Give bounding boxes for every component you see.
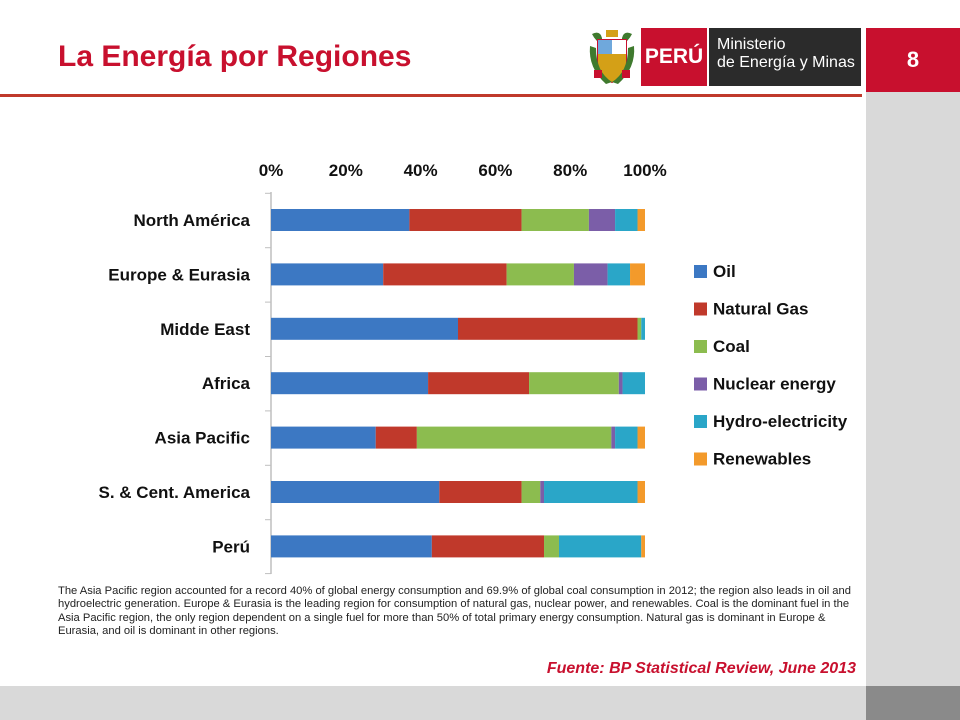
- bar-segment: [521, 481, 541, 503]
- legend-label: Renewables: [713, 450, 811, 469]
- bar-segment: [573, 263, 608, 286]
- bar-segment: [540, 481, 545, 503]
- bar-segment: [630, 263, 645, 286]
- bar-segment: [544, 481, 638, 503]
- legend-label: Nuclear energy: [713, 375, 836, 394]
- bar-segment: [271, 372, 429, 395]
- page-title: La Energía por Regiones: [58, 40, 412, 73]
- brand-country-badge: PERÚ: [641, 28, 707, 86]
- bar-segment: [271, 535, 432, 558]
- bar-segment: [416, 426, 612, 449]
- legend-swatch: [694, 265, 707, 278]
- bar-segment: [428, 372, 530, 395]
- page-number: 8: [866, 28, 960, 92]
- bar-segment: [375, 426, 417, 449]
- bar-segment: [637, 426, 645, 449]
- peru-coat-of-arms-icon: [589, 30, 635, 84]
- bar-segment: [558, 535, 642, 558]
- bar-segment: [637, 209, 645, 231]
- bar-segment: [607, 263, 631, 286]
- bar-segment: [611, 426, 616, 449]
- bar-segment: [271, 263, 384, 286]
- bar-segment: [637, 317, 642, 340]
- bar-segment: [271, 317, 458, 340]
- category-label: Africa: [202, 374, 251, 393]
- bottom-right-decor: [866, 686, 960, 720]
- right-decor-panel: [866, 92, 960, 686]
- brand-ministry-badge: Ministerio de Energía y Minas: [709, 28, 861, 86]
- x-tick-label: 80%: [553, 161, 587, 180]
- legend-label: Natural Gas: [713, 300, 808, 319]
- bar-segment: [544, 535, 559, 558]
- bar-segment: [458, 317, 638, 340]
- x-tick-label: 60%: [478, 161, 512, 180]
- source-citation: Fuente: BP Statistical Review, June 2013: [546, 660, 856, 677]
- legend-label: Hydro-electricity: [713, 412, 848, 431]
- bar-segment: [431, 535, 545, 558]
- bar-segment: [637, 481, 645, 503]
- x-tick-label: 40%: [404, 161, 438, 180]
- bar-segment: [615, 426, 638, 449]
- legend-swatch: [694, 340, 707, 353]
- ministry-line-2: de Energía y Minas: [717, 54, 855, 71]
- chart-note: The Asia Pacific region accounted for a …: [58, 585, 851, 638]
- title-divider: [0, 94, 862, 97]
- legend-label: Coal: [713, 337, 750, 356]
- x-tick-label: 0%: [259, 161, 284, 180]
- legend-label: Oil: [713, 262, 736, 281]
- category-label: S. & Cent. America: [99, 483, 251, 502]
- x-tick-label: 100%: [623, 161, 666, 180]
- bar-segment: [588, 209, 616, 231]
- bar-segment: [271, 426, 376, 449]
- legend-swatch: [694, 302, 707, 316]
- bar-segment: [506, 263, 574, 286]
- bar-segment: [641, 317, 645, 340]
- category-label: Midde East: [160, 320, 250, 339]
- category-label: North América: [133, 211, 250, 230]
- x-tick-label: 20%: [329, 161, 363, 180]
- bar-segment: [271, 209, 410, 231]
- bar-segment: [271, 481, 440, 503]
- bar-segment: [618, 372, 623, 395]
- legend-swatch: [694, 452, 707, 466]
- bar-segment: [439, 481, 522, 503]
- category-label: Asia Pacific: [155, 429, 250, 448]
- bar-segment: [615, 209, 638, 231]
- bar-segment: [529, 372, 619, 395]
- category-label: Europe & Eurasia: [108, 265, 250, 284]
- bar-segment: [409, 209, 522, 231]
- bottom-decor-band: [0, 686, 866, 720]
- ministry-line-1: Ministerio: [717, 36, 786, 53]
- bar-segment: [521, 209, 589, 231]
- bar-segment: [641, 535, 645, 558]
- legend-swatch: [694, 377, 707, 391]
- bar-segment: [383, 263, 507, 286]
- legend-swatch: [694, 415, 707, 428]
- category-label: Perú: [212, 537, 250, 556]
- bar-segment: [622, 372, 645, 395]
